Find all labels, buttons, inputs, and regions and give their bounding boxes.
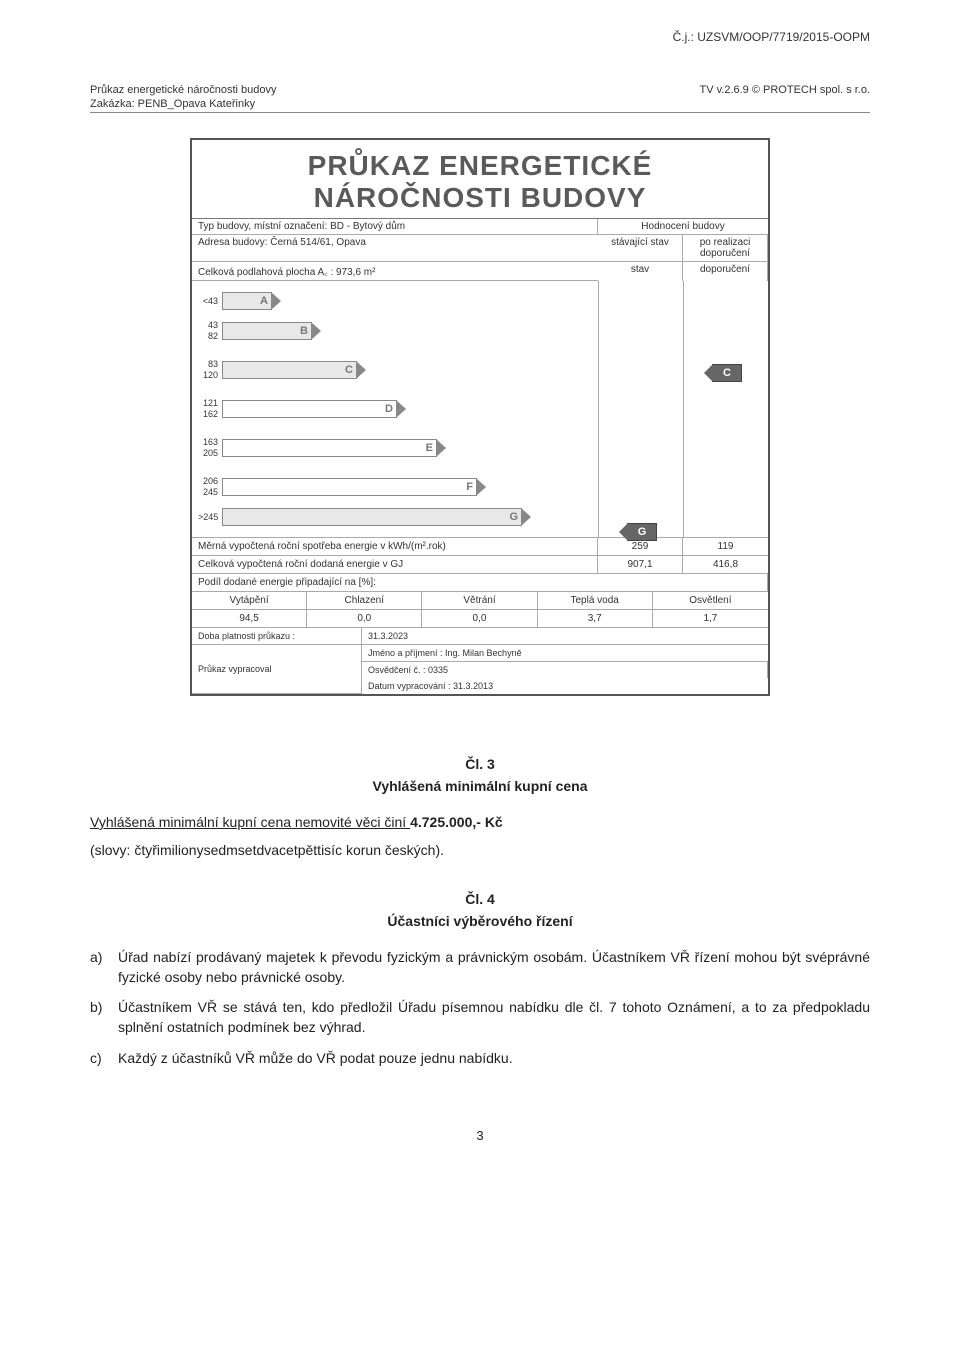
author-label: Průkaz vypracoval: [192, 645, 362, 694]
list-marker: c): [90, 1048, 118, 1068]
article-4: Čl. 4: [90, 891, 870, 907]
specific-energy-after: 119: [683, 538, 768, 556]
share-col-value: 0,0: [422, 610, 537, 628]
energy-bar-d: D: [222, 400, 397, 418]
col-after-sub: doporučení: [683, 262, 768, 281]
specific-energy-label: Měrná vypočtená roční spotřeba energie v…: [192, 538, 598, 556]
doc-reference: Č.j.: UZSVM/OOP/7719/2015-OOPM: [90, 30, 870, 44]
rating-g-tag: G: [627, 523, 657, 541]
energy-bar-c: C: [222, 361, 357, 379]
energy-bar-row: 83120C: [198, 352, 592, 388]
energy-bar-a: A: [222, 292, 272, 310]
min-price-text: Vyhlášená minimální kupní cena nemovité …: [90, 814, 410, 830]
list-item: b) Účastníkem VŘ se stává ten, kdo předl…: [90, 997, 870, 1038]
col-current: stávající stav: [598, 235, 683, 262]
building-area: Celková podlahová plocha A꜀ : 973,6 m²: [192, 262, 598, 281]
share-col-header: Osvětlení: [653, 592, 768, 610]
author-cert-no: Osvědčení č. : 0335: [362, 662, 768, 678]
cert-footer: Doba platnosti průkazu : 31.3.2023 Průka…: [192, 628, 768, 694]
cert-title: PRŮKAZ ENERGETICKÉ NÁROČNOSTI BUDOVY: [192, 140, 768, 218]
share-col-header: Vytápění: [192, 592, 307, 610]
building-address: Adresa budovy: Černá 514/61, Opava: [192, 235, 598, 262]
list-content-b: Účastníkem VŘ se stává ten, kdo předloži…: [118, 997, 870, 1038]
total-energy-current: 907,1: [598, 556, 683, 574]
energy-bar-row: >245G: [198, 508, 592, 526]
cert-header-line: Průkaz energetické náročnosti budovy TV …: [90, 84, 870, 98]
author-date: Datum vypracování : 31.3.2013: [362, 678, 768, 694]
energy-values: Měrná vypočtená roční spotřeba energie v…: [192, 538, 768, 592]
header-left: Průkaz energetické náročnosti budovy: [90, 84, 277, 96]
energy-bar-b: B: [222, 322, 312, 340]
energy-certificate: PRŮKAZ ENERGETICKÉ NÁROČNOSTI BUDOVY Typ…: [190, 138, 770, 696]
share-col-value: 1,7: [653, 610, 768, 628]
validity-label: Doba platnosti průkazu :: [192, 628, 362, 645]
chart-col-after: C: [683, 281, 768, 537]
header-sub: Zakázka: PENB_Opava Kateřinky: [90, 98, 870, 113]
min-price-value: 4.725.000,- Kč: [410, 814, 503, 830]
total-energy-label: Celková vypočtená roční dodaná energie v…: [192, 556, 598, 574]
energy-bar-row: 163205E: [198, 430, 592, 466]
energy-bar-g: G: [222, 508, 522, 526]
energy-bar-row: 4382B: [198, 313, 592, 349]
energy-bar-f: F: [222, 478, 477, 496]
share-col-value: 0,0: [307, 610, 422, 628]
list-content-a: Úřad nabízí prodávaný majetek k převodu …: [118, 947, 870, 988]
share-col-header: Větrání: [422, 592, 537, 610]
header-right: TV v.2.6.9 © PROTECH spol. s r.o.: [699, 84, 870, 96]
participants-list: a) Úřad nabízí prodávaný majetek k převo…: [90, 947, 870, 1068]
building-type: Typ budovy, místní označení: BD - Bytový…: [192, 219, 598, 235]
energy-chart: <43A 4382B83120C121162D163205E206245F >245…: [192, 281, 768, 538]
bars-container: <43A 4382B83120C121162D163205E206245F >245…: [192, 281, 598, 537]
col-current-sub: stav: [598, 262, 683, 281]
rating-c-tag: C: [712, 364, 742, 382]
share-header: Podíl dodané energie připadající na [%]:: [192, 574, 768, 592]
list-content-c: Každý z účastníků VŘ může do VŘ podat po…: [118, 1048, 870, 1068]
share-col-value: 94,5: [192, 610, 307, 628]
energy-bar-row: 206245F: [198, 469, 592, 505]
article-4-title: Účastníci výběrového řízení: [90, 913, 870, 929]
author-name: Jméno a příjmení : Ing. Milan Bechyně: [362, 645, 768, 662]
list-item: a) Úřad nabízí prodávaný majetek k převo…: [90, 947, 870, 988]
chart-col-current: G: [598, 281, 683, 537]
list-marker: a): [90, 947, 118, 988]
energy-bar-e: E: [222, 439, 437, 457]
share-col-header: Teplá voda: [538, 592, 653, 610]
energy-share-grid: VytápěníChlazeníVětráníTeplá vodaOsvětle…: [192, 592, 768, 628]
page-number: 3: [90, 1128, 870, 1143]
total-energy-after: 416,8: [683, 556, 768, 574]
min-price-line: Vyhlášená minimální kupní cena nemovité …: [90, 812, 870, 832]
eval-label: Hodnocení budovy: [598, 219, 768, 235]
share-col-value: 3,7: [538, 610, 653, 628]
min-price-words: (slovy: čtyřimilionysedmsetdvacetpěttisí…: [90, 840, 870, 860]
share-col-header: Chlazení: [307, 592, 422, 610]
validity-date: 31.3.2023: [362, 628, 768, 645]
list-item: c) Každý z účastníků VŘ může do VŘ podat…: [90, 1048, 870, 1068]
energy-bar-row: 121162D: [198, 391, 592, 427]
article-3-title: Vyhlášená minimální kupní cena: [90, 778, 870, 794]
col-after: po realizaci doporučení: [683, 235, 768, 262]
list-marker: b): [90, 997, 118, 1038]
cert-title-1: PRŮKAZ ENERGETICKÉ: [192, 150, 768, 182]
cert-meta: Typ budovy, místní označení: BD - Bytový…: [192, 218, 768, 281]
cert-title-2: NÁROČNOSTI BUDOVY: [192, 182, 768, 214]
energy-bar-row: <43A: [198, 292, 592, 310]
article-3: Čl. 3: [90, 756, 870, 772]
